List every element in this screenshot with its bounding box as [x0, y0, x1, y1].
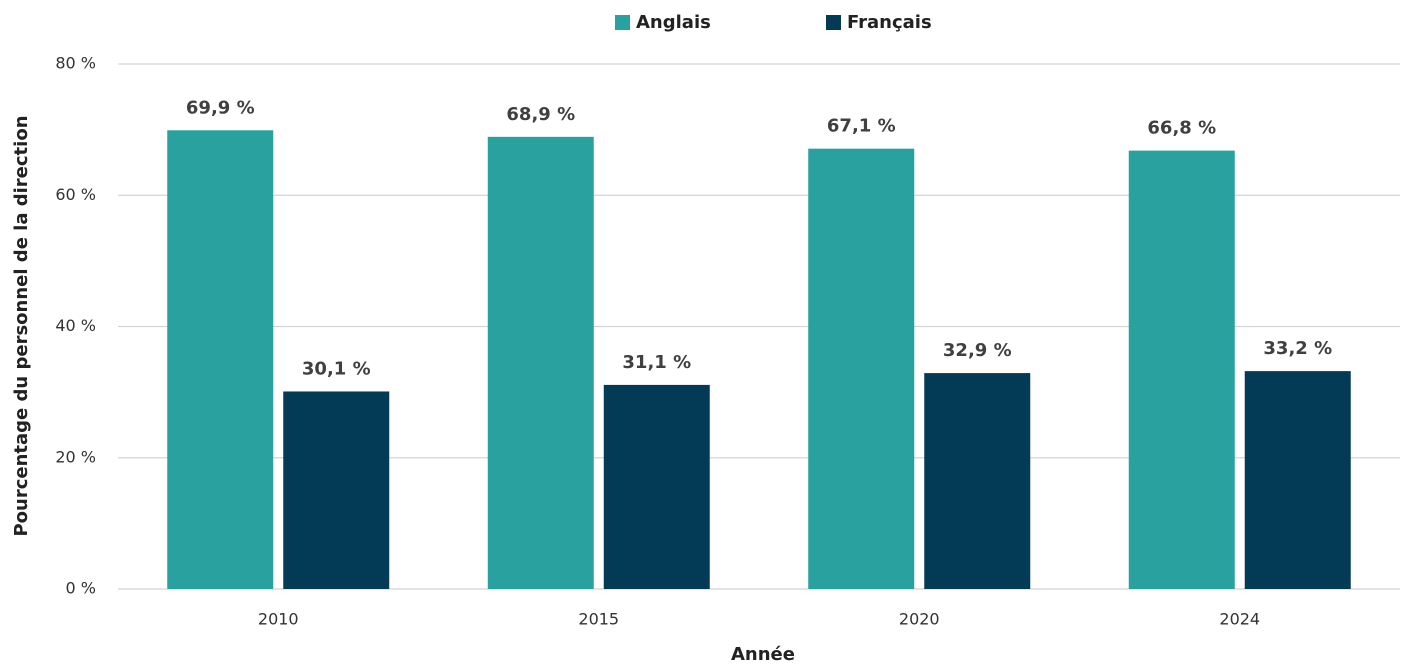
value-label: 69,9 %	[186, 97, 255, 118]
value-label: 30,1 %	[302, 358, 371, 379]
y-tick-label: 60 %	[55, 185, 96, 204]
bar	[808, 148, 915, 589]
legend-label: Français	[847, 12, 932, 33]
bar	[924, 373, 1031, 589]
y-tick-label: 0 %	[66, 579, 96, 598]
bar	[1128, 150, 1235, 589]
x-tick-label: 2010	[258, 610, 299, 629]
bar	[167, 130, 274, 589]
bar	[487, 136, 594, 589]
bar	[283, 391, 390, 589]
legend-swatch	[826, 15, 841, 30]
value-label: 68,9 %	[506, 104, 575, 125]
y-tick-label: 80 %	[55, 54, 96, 73]
value-label: 33,2 %	[1263, 338, 1332, 359]
x-tick-label: 2015	[578, 610, 619, 629]
y-tick-label: 20 %	[55, 447, 96, 466]
x-tick-label: 2020	[899, 610, 940, 629]
legend-label: Anglais	[636, 12, 711, 33]
y-axis-title: Pourcentage du personnel de la direction	[11, 115, 32, 536]
x-axis-title: Année	[731, 644, 795, 665]
x-tick-label: 2024	[1219, 610, 1260, 629]
legend-swatch	[615, 15, 630, 30]
value-label: 32,9 %	[943, 340, 1012, 361]
value-label: 31,1 %	[622, 352, 691, 373]
bar	[1244, 371, 1351, 589]
bar	[603, 384, 710, 589]
value-label: 67,1 %	[827, 116, 896, 137]
y-tick-label: 40 %	[55, 316, 96, 335]
value-label: 66,8 %	[1147, 118, 1216, 139]
